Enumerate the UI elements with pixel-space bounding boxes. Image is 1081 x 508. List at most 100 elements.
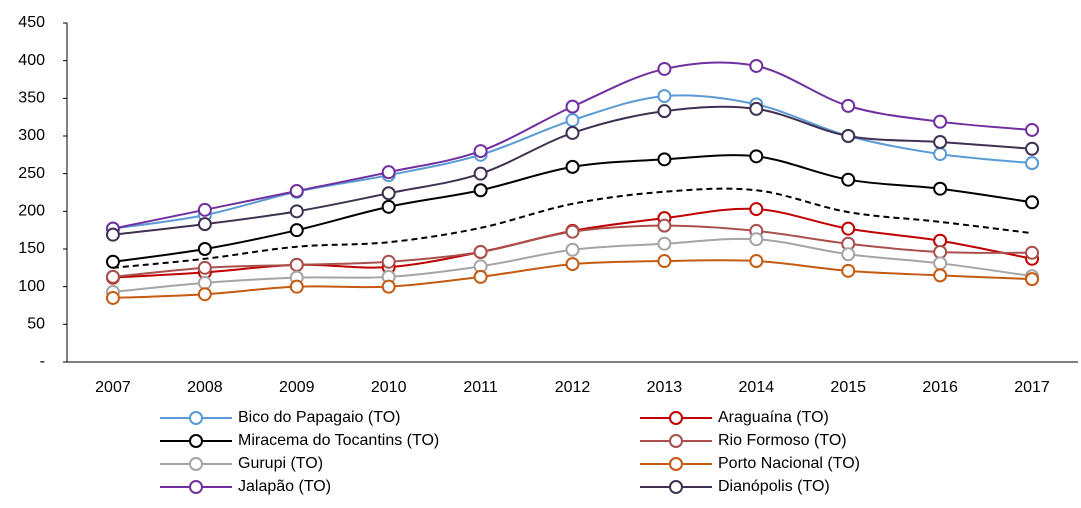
data-point xyxy=(933,233,948,248)
y-tick-label: 100 xyxy=(18,278,45,295)
data-point xyxy=(657,89,672,104)
data-point xyxy=(933,114,948,129)
data-point xyxy=(1025,141,1040,156)
data-point xyxy=(197,260,212,275)
data-point xyxy=(841,221,856,236)
data-point xyxy=(381,186,396,201)
data-point xyxy=(933,268,948,283)
data-point xyxy=(1025,245,1040,260)
y-tick-label: 200 xyxy=(18,203,45,220)
data-point xyxy=(749,232,764,247)
data-point xyxy=(933,147,948,162)
data-point xyxy=(749,58,764,73)
data-point xyxy=(473,183,488,198)
data-point xyxy=(105,269,120,284)
legend-label: Araguaína (TO) xyxy=(718,409,829,426)
data-point xyxy=(197,242,212,256)
data-point xyxy=(473,269,488,284)
x-tick-label: 2017 xyxy=(1014,379,1050,396)
data-point xyxy=(565,257,580,272)
data-point xyxy=(657,152,672,167)
legend-marker xyxy=(669,457,683,471)
legend-marker xyxy=(189,411,203,425)
data-point xyxy=(197,275,212,290)
data-point xyxy=(841,172,856,187)
data-point xyxy=(749,149,764,164)
data-point xyxy=(657,236,672,251)
data-point xyxy=(933,181,948,196)
legend-marker xyxy=(669,411,683,425)
data-point xyxy=(1025,195,1040,210)
data-point xyxy=(657,61,672,76)
x-tick-label: 2012 xyxy=(555,379,591,396)
x-tick-label: 2015 xyxy=(830,379,866,396)
data-point xyxy=(197,202,212,217)
legend-label: Miracema do Tocantins (TO) xyxy=(238,432,439,449)
data-point xyxy=(381,279,396,294)
data-point xyxy=(933,135,948,150)
y-tick-label: - xyxy=(40,353,45,370)
y-tick-label: 450 xyxy=(18,14,45,31)
legend-marker xyxy=(189,480,203,494)
data-point xyxy=(933,245,948,260)
legend-marker xyxy=(669,480,683,494)
x-tick-label: 2010 xyxy=(371,379,407,396)
y-tick-label: 50 xyxy=(27,316,45,333)
data-point xyxy=(749,254,764,269)
y-tick-label: 400 xyxy=(18,52,45,69)
data-point xyxy=(841,129,856,143)
legend-marker xyxy=(189,457,203,471)
data-point xyxy=(289,257,304,272)
data-point xyxy=(657,218,672,233)
legend-label: Bico do Papagaio (TO) xyxy=(238,409,400,426)
data-point xyxy=(473,245,488,260)
data-point xyxy=(289,183,304,198)
legend-label: Gurupi (TO) xyxy=(238,455,323,472)
y-tick-label: 150 xyxy=(18,240,45,257)
x-tick-label: 2011 xyxy=(463,379,498,396)
y-tick-label: 350 xyxy=(18,90,45,107)
x-tick-label: 2014 xyxy=(739,379,775,396)
data-point xyxy=(289,223,304,238)
legend-label: Rio Formoso (TO) xyxy=(718,432,847,449)
data-point xyxy=(105,227,120,242)
legend-marker xyxy=(189,434,203,448)
data-point xyxy=(381,254,396,269)
y-tick-label: 300 xyxy=(18,127,45,144)
data-point xyxy=(1025,122,1040,137)
x-tick-label: 2016 xyxy=(922,379,958,396)
legend-label: Jalapão (TO) xyxy=(238,478,331,495)
legend-label: Dianópolis (TO) xyxy=(718,478,830,495)
y-tick-label: 250 xyxy=(18,165,45,182)
data-point xyxy=(749,202,764,217)
data-point xyxy=(841,263,856,278)
data-point xyxy=(565,159,580,174)
data-point xyxy=(381,165,396,180)
data-point xyxy=(657,104,672,119)
x-tick-label: 2008 xyxy=(187,379,223,396)
x-tick-label: 2009 xyxy=(279,379,315,396)
data-point xyxy=(197,217,212,232)
data-point xyxy=(1025,156,1040,171)
data-point xyxy=(565,113,580,128)
data-point xyxy=(565,224,580,239)
data-point xyxy=(289,204,304,219)
data-point xyxy=(197,287,212,302)
data-point xyxy=(565,242,580,257)
data-point xyxy=(1025,272,1040,287)
legend-label: Porto Nacional (TO) xyxy=(718,455,860,472)
data-point xyxy=(749,101,764,116)
data-point xyxy=(105,290,120,305)
series-line xyxy=(112,187,1033,269)
data-point xyxy=(933,256,948,271)
data-point xyxy=(105,254,120,269)
data-point xyxy=(473,166,488,181)
data-point xyxy=(289,279,304,294)
data-point xyxy=(841,247,856,262)
data-point xyxy=(841,98,856,113)
data-point xyxy=(381,199,396,214)
data-point xyxy=(565,99,580,114)
data-point xyxy=(565,125,580,140)
x-tick-label: 2007 xyxy=(95,379,131,396)
